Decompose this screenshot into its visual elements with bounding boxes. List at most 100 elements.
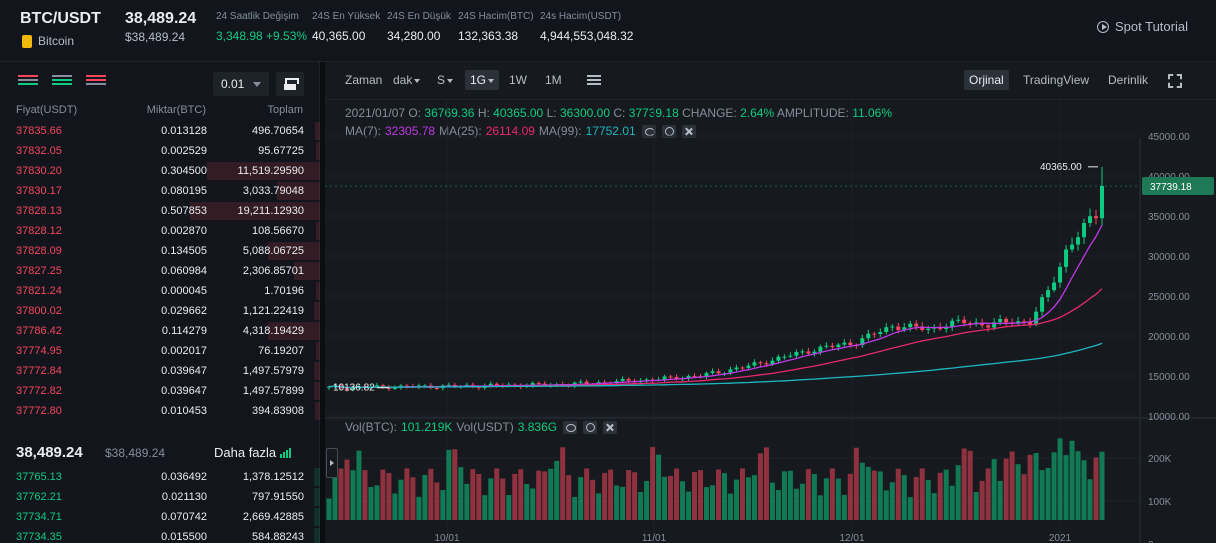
row-price: 37765.13 <box>16 471 62 483</box>
order-book-settings-button[interactable] <box>276 72 304 96</box>
max-price-marker: 40365.00 <box>1040 162 1082 173</box>
volume-bar <box>638 491 644 520</box>
order-book-row[interactable]: 37828.09 0.134505 5,088.06725 <box>0 241 320 261</box>
volume-bar <box>656 454 662 520</box>
ma7-value: 32305.78 <box>385 124 436 138</box>
candle-body <box>818 346 823 352</box>
order-book-row[interactable]: 37828.12 0.002870 108.56670 <box>0 221 320 241</box>
order-book-row[interactable]: 37774.95 0.002017 76.19207 <box>0 341 320 361</box>
row-price: 37734.35 <box>16 531 62 543</box>
volume-bar <box>644 480 650 520</box>
volume-bar <box>680 481 686 520</box>
volume-bar <box>548 468 554 520</box>
candle-body <box>800 351 805 353</box>
candle-body <box>788 355 793 357</box>
volume-axis-label: 0 <box>1148 540 1154 543</box>
interval-minutes[interactable]: dak <box>393 73 421 87</box>
row-amount: 0.010453 <box>161 405 207 417</box>
row-amount: 0.036492 <box>161 471 207 483</box>
volume-bar <box>518 469 524 520</box>
order-book-row[interactable]: 37762.21 0.021130 797.91550 <box>0 487 320 507</box>
candle-body <box>986 325 991 328</box>
view-depth[interactable]: Derinlik <box>1108 73 1149 87</box>
volume-bar <box>566 475 572 520</box>
stat-label: 24 Saatlik Değişim <box>216 11 299 22</box>
eye-icon[interactable] <box>563 420 578 434</box>
gear-icon[interactable] <box>583 420 598 434</box>
order-book-row[interactable]: 37835.66 0.013128 496.70654 <box>0 121 320 141</box>
order-book-row[interactable]: 37830.20 0.304500 11,519.29590 <box>0 161 320 181</box>
candlestick-chart[interactable]: 45000.0040000.0035000.0030000.0025000.00… <box>325 100 1216 543</box>
order-book-row[interactable]: 37821.24 0.000045 1.70196 <box>0 281 320 301</box>
legend-amplitude-label: AMPLITUDE: <box>776 106 849 120</box>
view-tradingview[interactable]: TradingView <box>1023 73 1090 87</box>
order-book-row[interactable]: 37772.80 0.010453 394.83908 <box>0 401 320 421</box>
volume-bar <box>877 471 883 520</box>
expand-drawing-tools-button[interactable] <box>326 448 338 478</box>
close-icon[interactable] <box>681 124 696 138</box>
order-book-row[interactable]: 37772.82 0.039647 1,497.57899 <box>0 381 320 401</box>
chart-settings-icon[interactable] <box>587 74 601 86</box>
volume-bar <box>470 469 476 520</box>
row-total: 1,497.57979 <box>242 365 304 377</box>
interval-1m[interactable]: 1M <box>545 73 562 87</box>
volume-bar <box>715 469 721 520</box>
row-amount: 0.070742 <box>161 511 207 523</box>
spot-tutorial-link[interactable]: Spot Tutorial <box>1097 19 1188 34</box>
precision-select[interactable]: 0.01 <box>213 72 269 96</box>
candle-body <box>716 371 721 374</box>
volume-bar <box>482 495 488 520</box>
interval-days[interactable]: 1G <box>465 70 500 90</box>
volume-bar <box>614 485 620 520</box>
current-price-tag <box>1142 177 1214 196</box>
order-book-row[interactable]: 37734.35 0.015500 584.88243 <box>0 527 320 543</box>
interval-hours[interactable]: S <box>437 73 454 87</box>
view-bids-icon[interactable] <box>52 74 72 88</box>
order-book-row[interactable]: 37765.13 0.036492 1,378.12512 <box>0 467 320 487</box>
more-link[interactable]: Daha fazla <box>214 445 292 460</box>
order-book-row[interactable]: 37827.25 0.060984 2,306.85701 <box>0 261 320 281</box>
volume-bar <box>1051 452 1057 520</box>
volume-bar <box>817 495 823 520</box>
pair-name[interactable]: BTC/USDT <box>20 10 101 27</box>
row-amount: 0.080195 <box>161 185 207 197</box>
order-book-row[interactable]: 37772.84 0.039647 1,497.57979 <box>0 361 320 381</box>
view-both-icon[interactable] <box>18 74 38 88</box>
fullscreen-icon[interactable] <box>1168 74 1182 88</box>
legend-h-label: H: <box>477 106 490 120</box>
volume-bar <box>452 449 458 520</box>
row-total: 11,519.29590 <box>237 165 304 177</box>
candle-body <box>626 378 631 381</box>
coin-info[interactable]: Bitcoin <box>22 34 74 48</box>
candle-body <box>446 384 451 386</box>
order-book-row[interactable]: 37786.42 0.114279 4,318.19429 <box>0 321 320 341</box>
candle-body <box>770 360 775 365</box>
candle-body <box>662 376 667 380</box>
volume-bar <box>979 480 985 520</box>
depth-bar <box>313 302 320 320</box>
order-book-row[interactable]: 37800.02 0.029662 1,121.22419 <box>0 301 320 321</box>
row-price: 37774.95 <box>16 345 62 357</box>
order-book-row[interactable]: 37830.17 0.080195 3,033.79048 <box>0 181 320 201</box>
volume-bar <box>1087 479 1093 520</box>
row-price: 37786.42 <box>16 325 62 337</box>
volume-bar <box>943 469 949 520</box>
candle-body <box>902 327 907 330</box>
volume-bar <box>350 470 356 520</box>
order-book-row[interactable]: 37734.71 0.070742 2,669.42885 <box>0 507 320 527</box>
time-axis-label: 11/01 <box>642 533 667 543</box>
volume-bar <box>374 485 380 520</box>
order-book-row[interactable]: 37832.05 0.002529 95.67725 <box>0 141 320 161</box>
view-original[interactable]: Orjinal <box>964 70 1009 90</box>
volume-bar <box>727 493 733 520</box>
close-icon[interactable] <box>603 420 618 434</box>
candle-body <box>752 362 757 366</box>
row-total: 584.88243 <box>252 531 304 543</box>
candle-body <box>1094 216 1099 219</box>
view-asks-icon[interactable] <box>86 74 106 88</box>
gear-icon[interactable] <box>661 124 676 138</box>
candle-body <box>1088 216 1093 224</box>
interval-1w[interactable]: 1W <box>509 73 527 87</box>
current-price-label: 37739.18 <box>1150 182 1192 193</box>
order-book-row[interactable]: 37828.13 0.507853 19,211.12930 <box>0 201 320 221</box>
